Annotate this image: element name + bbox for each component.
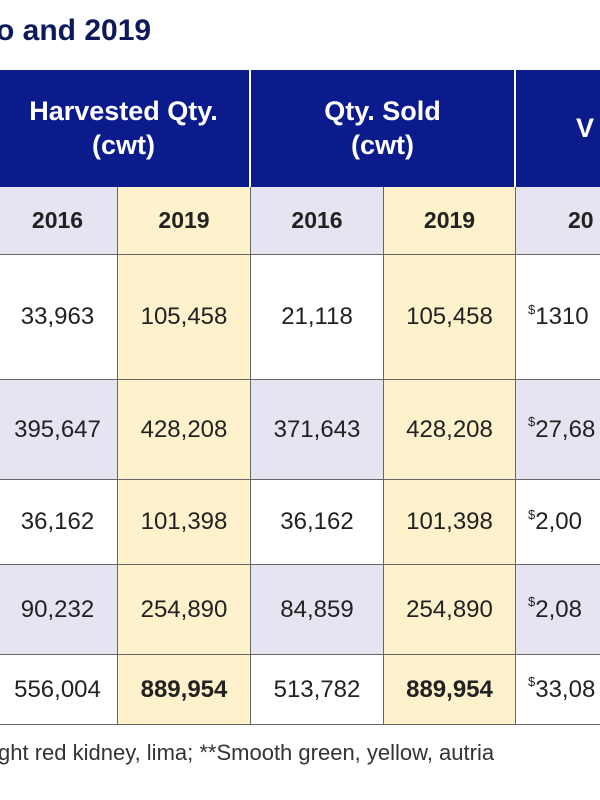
table-cell: 33,963: [0, 255, 118, 380]
table-cell: 556,004: [0, 655, 118, 725]
table-cell: 371,643: [251, 380, 384, 480]
table-cell: 395,647: [0, 380, 118, 480]
table-cell: 889,954: [118, 655, 251, 725]
table-cell: 105,458: [118, 255, 251, 380]
year-header: 20: [516, 187, 600, 255]
amount: 33,08: [535, 675, 596, 703]
table-cell: 101,398: [384, 480, 516, 565]
currency: $: [528, 674, 536, 689]
year-header: 2019: [384, 187, 516, 255]
table-cell: 428,208: [118, 380, 251, 480]
footnote: ght red kidney, lima; **Smooth green, ye…: [0, 740, 495, 765]
table-cell: 428,208: [384, 380, 516, 480]
amount: 2,08: [535, 595, 582, 623]
table-cell: 84,859: [251, 565, 384, 655]
table-cell: $33,08: [516, 655, 600, 725]
year-header: 2019: [118, 187, 251, 255]
table-cell: 36,162: [251, 480, 384, 565]
title: o and 2019: [0, 14, 152, 47]
table-cell: $1310: [516, 255, 600, 380]
group-header: Qty. Sold (cwt): [251, 70, 516, 187]
year-header: 2016: [251, 187, 384, 255]
currency: $: [528, 506, 536, 522]
table-cell: 101,398: [118, 480, 251, 565]
amount: 2,00: [535, 508, 582, 535]
currency: $: [528, 301, 536, 317]
currency: $: [528, 414, 536, 429]
table-cell: $2,08: [516, 565, 600, 655]
table-cell: 254,890: [118, 565, 251, 655]
table-cell: $27,68: [516, 380, 600, 480]
group-header: V: [516, 70, 600, 187]
amount: 27,68: [535, 415, 596, 443]
amount: 1310: [535, 303, 589, 330]
table-cell: 36,162: [0, 480, 118, 565]
table-cell: $2,00: [516, 480, 600, 565]
table-cell: 105,458: [384, 255, 516, 380]
currency: $: [528, 594, 536, 609]
year-header: 2016: [0, 187, 118, 255]
group-header: Harvested Qty. (cwt): [0, 70, 251, 187]
table-cell: 513,782: [251, 655, 384, 725]
table-cell: 254,890: [384, 565, 516, 655]
table-cell: 90,232: [0, 565, 118, 655]
table-cell: 889,954: [384, 655, 516, 725]
table-cell: 21,118: [251, 255, 384, 380]
